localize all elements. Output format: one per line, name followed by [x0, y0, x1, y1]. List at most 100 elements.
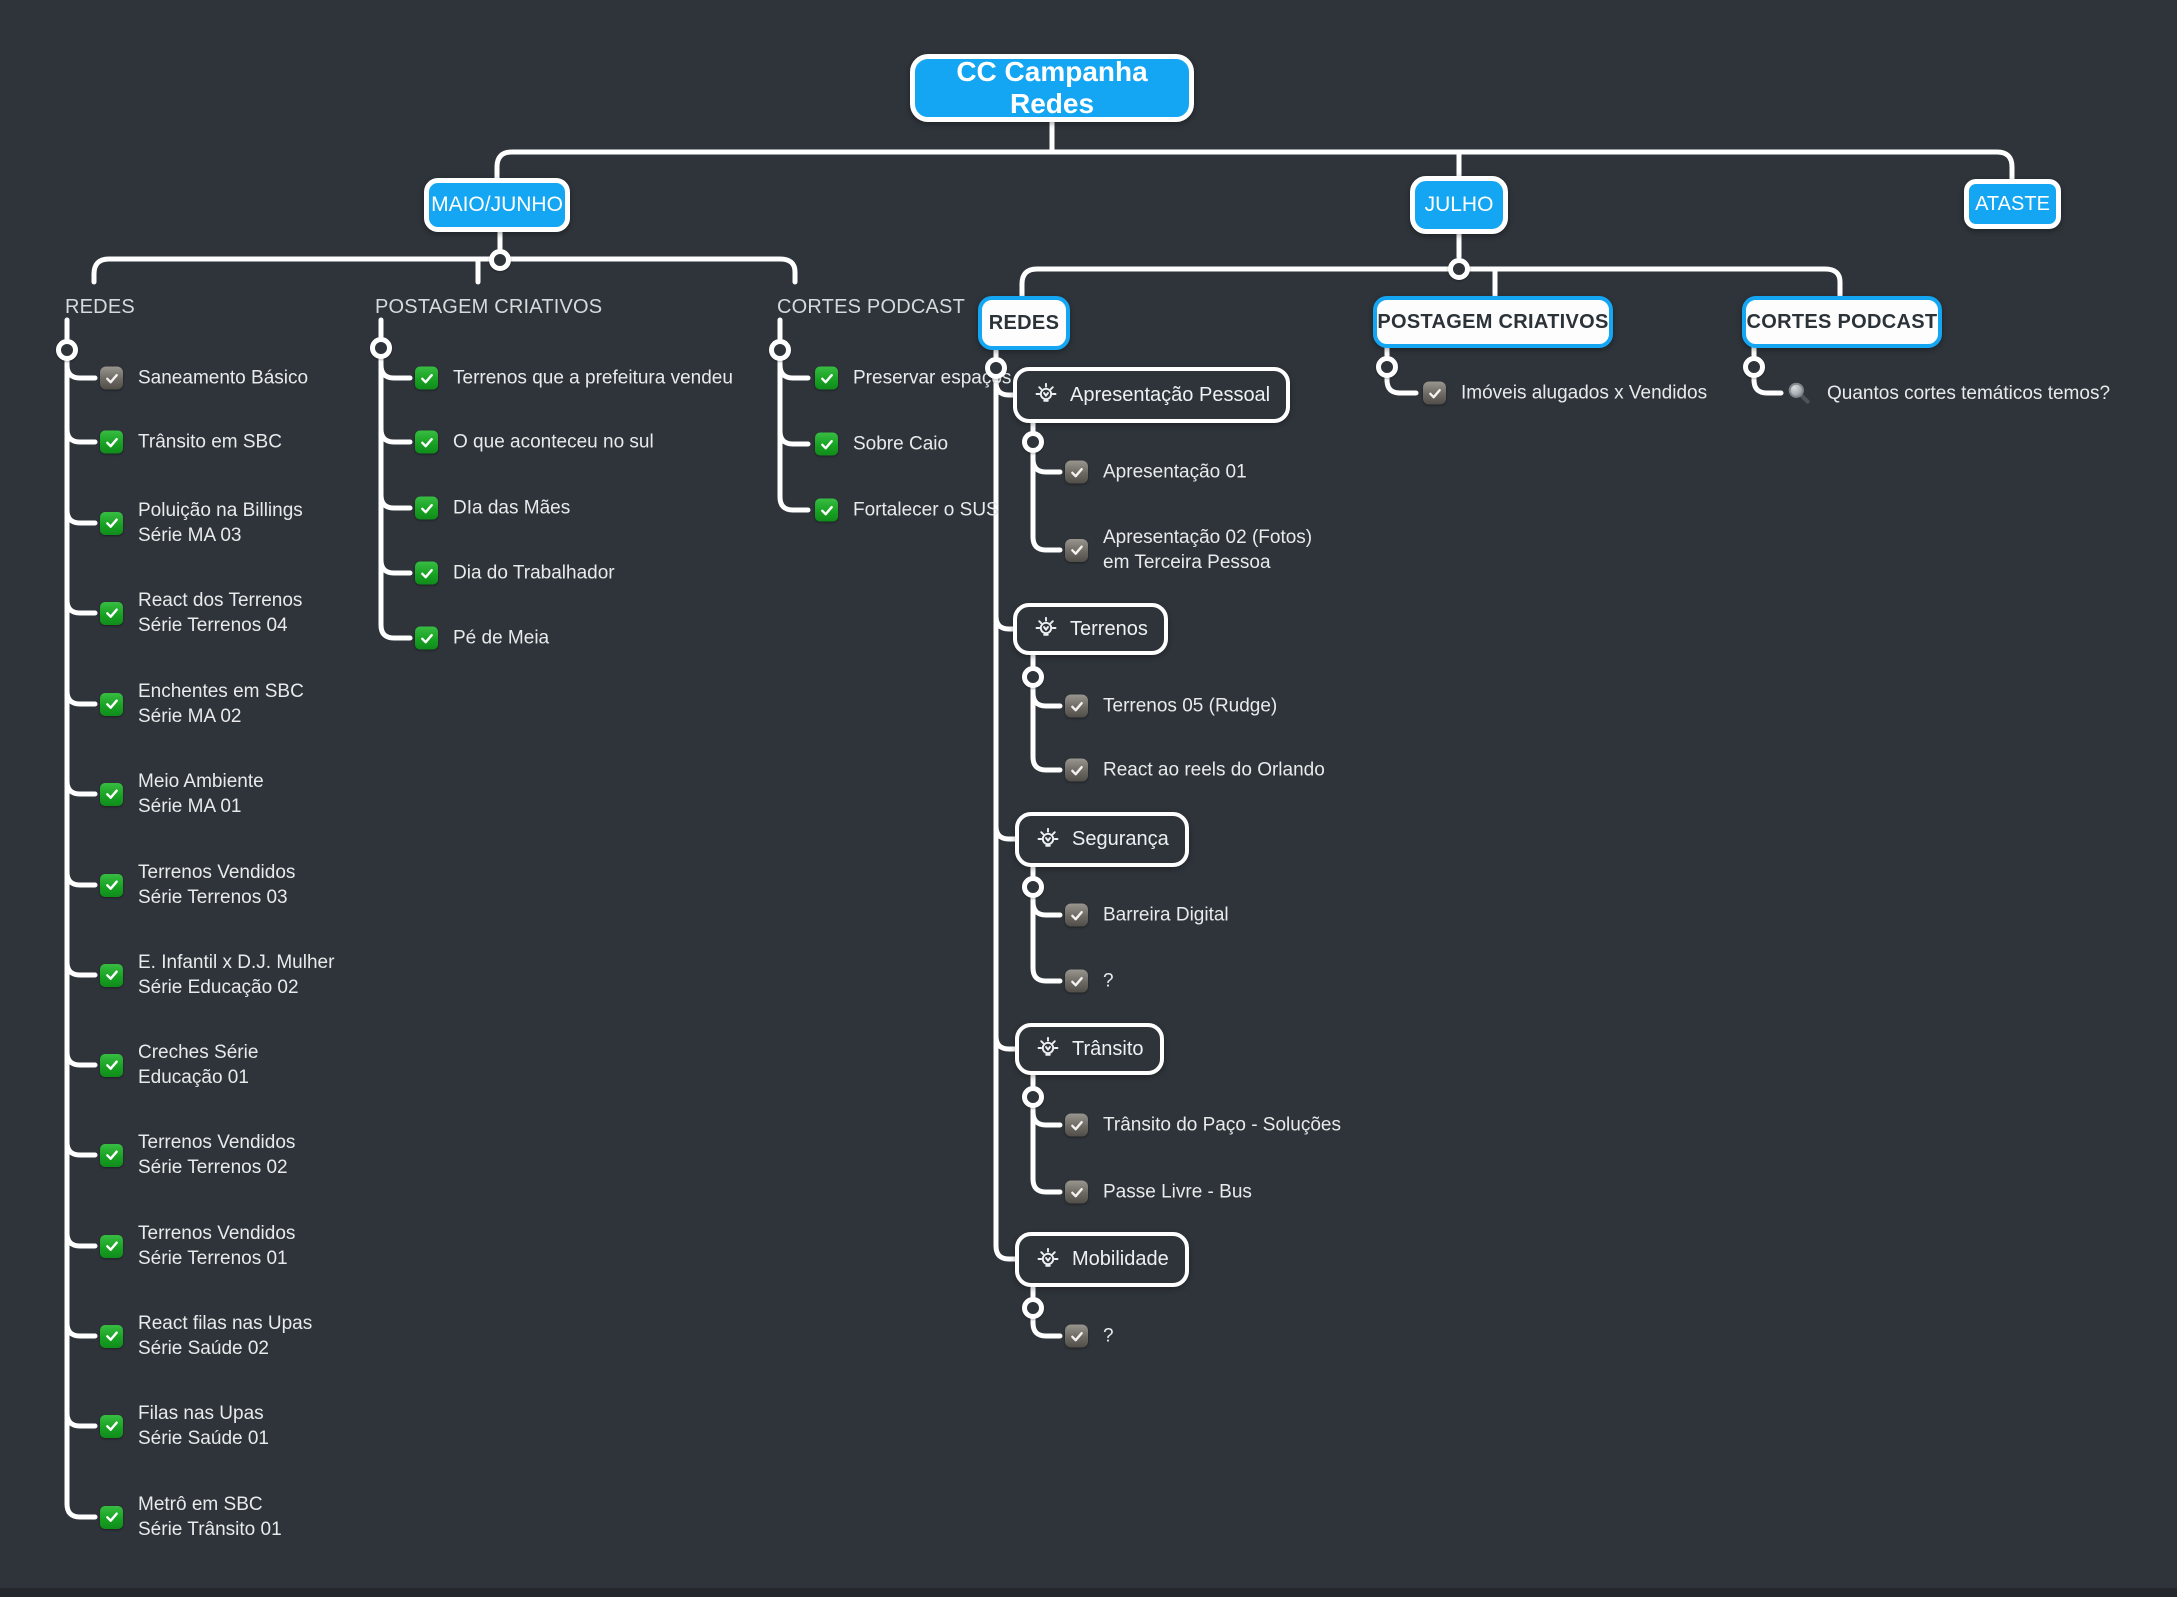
task-item[interactable]: ?	[1065, 969, 1114, 994]
topic-node-seguranca[interactable]: Segurança	[1015, 812, 1189, 867]
checkbox-checked-green-icon[interactable]	[100, 873, 123, 897]
checkbox-checked-green-icon[interactable]	[100, 1053, 123, 1077]
task-item[interactable]: Passe Livre - Bus	[1065, 1180, 1252, 1205]
topic-node-transito[interactable]: Trânsito	[1015, 1023, 1164, 1075]
section-header-maio-redes[interactable]: REDES	[65, 296, 135, 318]
task-label: React filas nas Upas Série Saúde 02	[138, 1313, 313, 1359]
checkbox-checked-gray-icon[interactable]	[1065, 903, 1088, 927]
junction-toggle[interactable]	[1743, 356, 1765, 378]
task-item[interactable]: Terrenos Vendidos Série Terrenos 03	[100, 860, 295, 910]
lightbulb-icon	[1035, 1247, 1061, 1273]
task-item[interactable]: Sobre Caio	[815, 432, 948, 457]
checkbox-checked-green-icon[interactable]	[100, 601, 123, 625]
task-item[interactable]: Terrenos Vendidos Série Terrenos 02	[100, 1130, 295, 1180]
topic-label: Mobilidade	[1072, 1248, 1169, 1270]
task-item[interactable]: Metrô em SBC Série Trânsito 01	[100, 1492, 282, 1542]
root-node[interactable]: CC Campanha Redes	[910, 54, 1194, 122]
checkbox-checked-gray-icon[interactable]	[1065, 1180, 1088, 1204]
section-header-julho-cortes[interactable]: CORTES PODCAST	[1742, 296, 1942, 348]
task-item[interactable]: Dia do Trabalhador	[415, 561, 615, 586]
task-item[interactable]: Terrenos Vendidos Série Terrenos 01	[100, 1221, 295, 1271]
junction-toggle[interactable]	[1376, 356, 1398, 378]
checkbox-checked-gray-icon[interactable]	[1065, 1113, 1088, 1137]
junction-toggle[interactable]	[56, 339, 78, 361]
task-label: Meio Ambiente Série MA 01	[138, 771, 264, 817]
task-item[interactable]: Apresentação 01	[1065, 460, 1247, 485]
section-header-maio-postagem[interactable]: POSTAGEM CRIATIVOS	[375, 296, 603, 318]
task-item[interactable]: Quantos cortes temáticos temos?	[1786, 380, 2110, 406]
task-item[interactable]: Saneamento Básico	[100, 366, 308, 391]
junction-toggle[interactable]	[489, 249, 511, 271]
task-item[interactable]: Terrenos que a prefeitura vendeu	[415, 366, 733, 391]
task-item[interactable]: React filas nas Upas Série Saúde 02	[100, 1311, 312, 1361]
junction-toggle[interactable]	[1448, 258, 1470, 280]
checkbox-checked-green-icon[interactable]	[100, 692, 123, 716]
checkbox-checked-green-icon[interactable]	[815, 366, 838, 390]
task-item[interactable]: Trânsito em SBC	[100, 430, 282, 455]
task-item[interactable]: Apresentação 02 (Fotos) em Terceira Pess…	[1065, 525, 1312, 575]
task-item[interactable]: Meio Ambiente Série MA 01	[100, 769, 264, 819]
task-item[interactable]: Enchentes em SBC Série MA 02	[100, 679, 304, 729]
task-item[interactable]: E. Infantil x D.J. Mulher Série Educação…	[100, 950, 334, 1000]
checkbox-checked-green-icon[interactable]	[415, 430, 438, 454]
task-item[interactable]: Terrenos 05 (Rudge)	[1065, 694, 1277, 719]
task-item[interactable]: Poluição na Billings Série MA 03	[100, 498, 303, 548]
branch-node-maio-junho[interactable]: MAIO/JUNHO	[424, 178, 570, 232]
section-header-maio-cortes[interactable]: CORTES PODCAST	[777, 296, 966, 318]
checkbox-checked-green-icon[interactable]	[415, 366, 438, 390]
checkbox-checked-gray-icon[interactable]	[1065, 538, 1088, 562]
checkbox-checked-green-icon[interactable]	[100, 430, 123, 454]
task-item[interactable]: React ao reels do Orlando	[1065, 758, 1325, 783]
task-item[interactable]: Barreira Digital	[1065, 903, 1229, 928]
task-item[interactable]: Pé de Meia	[415, 626, 549, 651]
checkbox-checked-green-icon[interactable]	[100, 782, 123, 806]
junction-toggle[interactable]	[370, 337, 392, 359]
branch-node-label: JULHO	[1424, 193, 1494, 216]
checkbox-checked-green-icon[interactable]	[100, 1234, 123, 1258]
task-item[interactable]: O que aconteceu no sul	[415, 430, 654, 455]
checkbox-checked-green-icon[interactable]	[100, 1414, 123, 1438]
topic-node-terrenos[interactable]: Terrenos	[1013, 603, 1168, 655]
junction-toggle[interactable]	[1022, 431, 1044, 453]
task-label: Fortalecer o SUS	[853, 499, 999, 521]
junction-toggle[interactable]	[1022, 1297, 1044, 1319]
task-item[interactable]: DIa das Mães	[415, 496, 570, 521]
task-item[interactable]: Fortalecer o SUS	[815, 498, 999, 523]
task-item[interactable]: Creches Série Educação 01	[100, 1040, 258, 1090]
junction-toggle[interactable]	[1022, 666, 1044, 688]
checkbox-checked-green-icon[interactable]	[815, 498, 838, 522]
task-label: Imóveis alugados x Vendidos	[1461, 382, 1708, 404]
task-item[interactable]: Imóveis alugados x Vendidos	[1423, 381, 1707, 406]
task-item[interactable]: Trânsito do Paço - Soluções	[1065, 1113, 1341, 1138]
junction-toggle[interactable]	[985, 357, 1007, 379]
task-item[interactable]: React dos Terrenos Série Terrenos 04	[100, 588, 302, 638]
task-item[interactable]: Filas nas Upas Série Saúde 01	[100, 1401, 269, 1451]
checkbox-checked-green-icon[interactable]	[415, 561, 438, 585]
branch-node-ataste[interactable]: ATASTE	[1964, 179, 2061, 229]
checkbox-checked-gray-icon[interactable]	[1065, 694, 1088, 718]
junction-toggle[interactable]	[1022, 876, 1044, 898]
checkbox-checked-green-icon[interactable]	[100, 1505, 123, 1529]
task-label: Trânsito em SBC	[138, 431, 282, 453]
task-item[interactable]: ?	[1065, 1324, 1114, 1349]
checkbox-checked-green-icon[interactable]	[100, 1143, 123, 1167]
checkbox-checked-gray-icon[interactable]	[1065, 460, 1088, 484]
checkbox-checked-green-icon[interactable]	[415, 496, 438, 520]
checkbox-checked-green-icon[interactable]	[100, 1324, 123, 1348]
checkbox-checked-gray-icon[interactable]	[1423, 381, 1446, 405]
topic-node-mobilidade[interactable]: Mobilidade	[1015, 1232, 1189, 1287]
checkbox-checked-gray-icon[interactable]	[100, 366, 123, 390]
section-header-julho-postagem[interactable]: POSTAGEM CRIATIVOS	[1373, 296, 1613, 348]
checkbox-checked-green-icon[interactable]	[815, 432, 838, 456]
checkbox-checked-green-icon[interactable]	[100, 963, 123, 987]
section-header-julho-redes[interactable]: REDES	[978, 296, 1070, 350]
checkbox-checked-gray-icon[interactable]	[1065, 1324, 1088, 1348]
checkbox-checked-green-icon[interactable]	[415, 626, 438, 650]
checkbox-checked-gray-icon[interactable]	[1065, 969, 1088, 993]
checkbox-checked-green-icon[interactable]	[100, 511, 123, 535]
checkbox-checked-gray-icon[interactable]	[1065, 758, 1088, 782]
branch-node-julho[interactable]: JULHO	[1410, 176, 1508, 234]
topic-node-apresentacao-pessoal[interactable]: Apresentação Pessoal	[1013, 367, 1291, 423]
junction-toggle[interactable]	[769, 339, 791, 361]
junction-toggle[interactable]	[1022, 1086, 1044, 1108]
